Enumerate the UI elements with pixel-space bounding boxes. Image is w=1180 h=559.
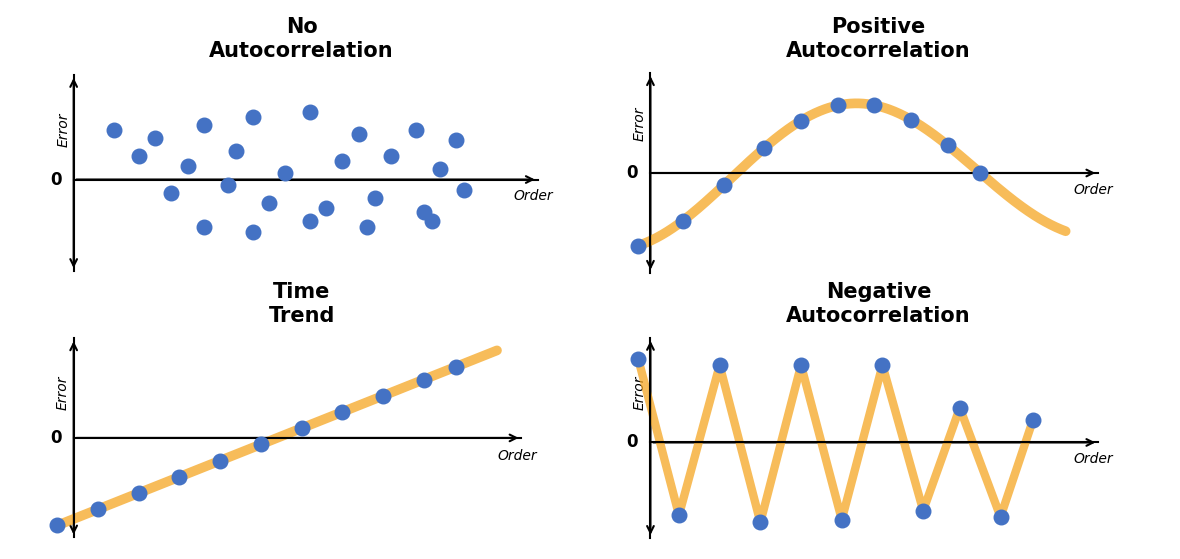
Point [938,141,957,150]
Point [358,222,376,231]
Point [333,408,352,416]
Title: No
Autocorrelation: No Autocorrelation [209,17,394,61]
Point [333,157,352,165]
Point [374,391,393,400]
Point [130,489,149,498]
Point [792,361,811,369]
Point [130,151,149,160]
Text: 0: 0 [627,433,638,452]
Point [714,181,733,190]
Point [48,521,67,530]
Point [178,162,197,171]
Point [211,456,230,465]
Text: Error: Error [57,376,70,410]
Point [755,143,774,152]
Point [832,515,851,524]
Point [414,375,433,384]
Point [145,133,164,142]
Point [629,354,648,363]
Text: Order: Order [1074,183,1114,197]
Point [750,518,769,527]
Point [105,125,124,134]
Text: 0: 0 [50,429,61,447]
Point [629,241,648,250]
Title: Positive
Autocorrelation: Positive Autocorrelation [786,17,971,61]
Point [260,198,278,207]
Point [243,228,262,236]
Point [349,129,368,138]
Point [447,362,466,371]
Point [865,101,884,110]
Point [170,472,189,481]
Point [414,208,433,217]
Point [950,404,969,413]
Title: Negative
Autocorrelation: Negative Autocorrelation [786,282,971,326]
Point [828,101,847,110]
Point [447,136,466,145]
Text: Error: Error [57,113,71,147]
Point [792,116,811,125]
Point [218,180,237,189]
Point [251,440,270,449]
Text: Order: Order [497,449,537,463]
Point [195,120,214,129]
Title: Time
Trend: Time Trend [268,282,335,326]
Point [381,151,400,160]
Point [422,217,441,226]
Point [276,168,295,177]
Point [674,216,693,225]
Point [669,510,688,519]
Text: 0: 0 [627,164,638,182]
Text: Order: Order [513,190,553,203]
Point [902,115,920,124]
Point [293,424,312,433]
Point [227,146,245,155]
Point [316,204,335,213]
Point [88,505,107,514]
Point [162,188,181,197]
Point [431,164,450,173]
Point [913,506,932,515]
Text: 0: 0 [50,170,61,188]
Point [455,186,474,195]
Point [873,361,892,369]
Text: Order: Order [1074,452,1114,466]
Point [366,193,385,202]
Text: Error: Error [632,375,647,410]
Point [710,361,729,369]
Point [406,125,425,134]
Point [300,107,319,116]
Point [195,222,214,231]
Point [1023,415,1042,424]
Point [991,513,1010,522]
Point [300,217,319,226]
Point [971,168,990,177]
Text: Error: Error [632,106,647,141]
Point [243,112,262,121]
